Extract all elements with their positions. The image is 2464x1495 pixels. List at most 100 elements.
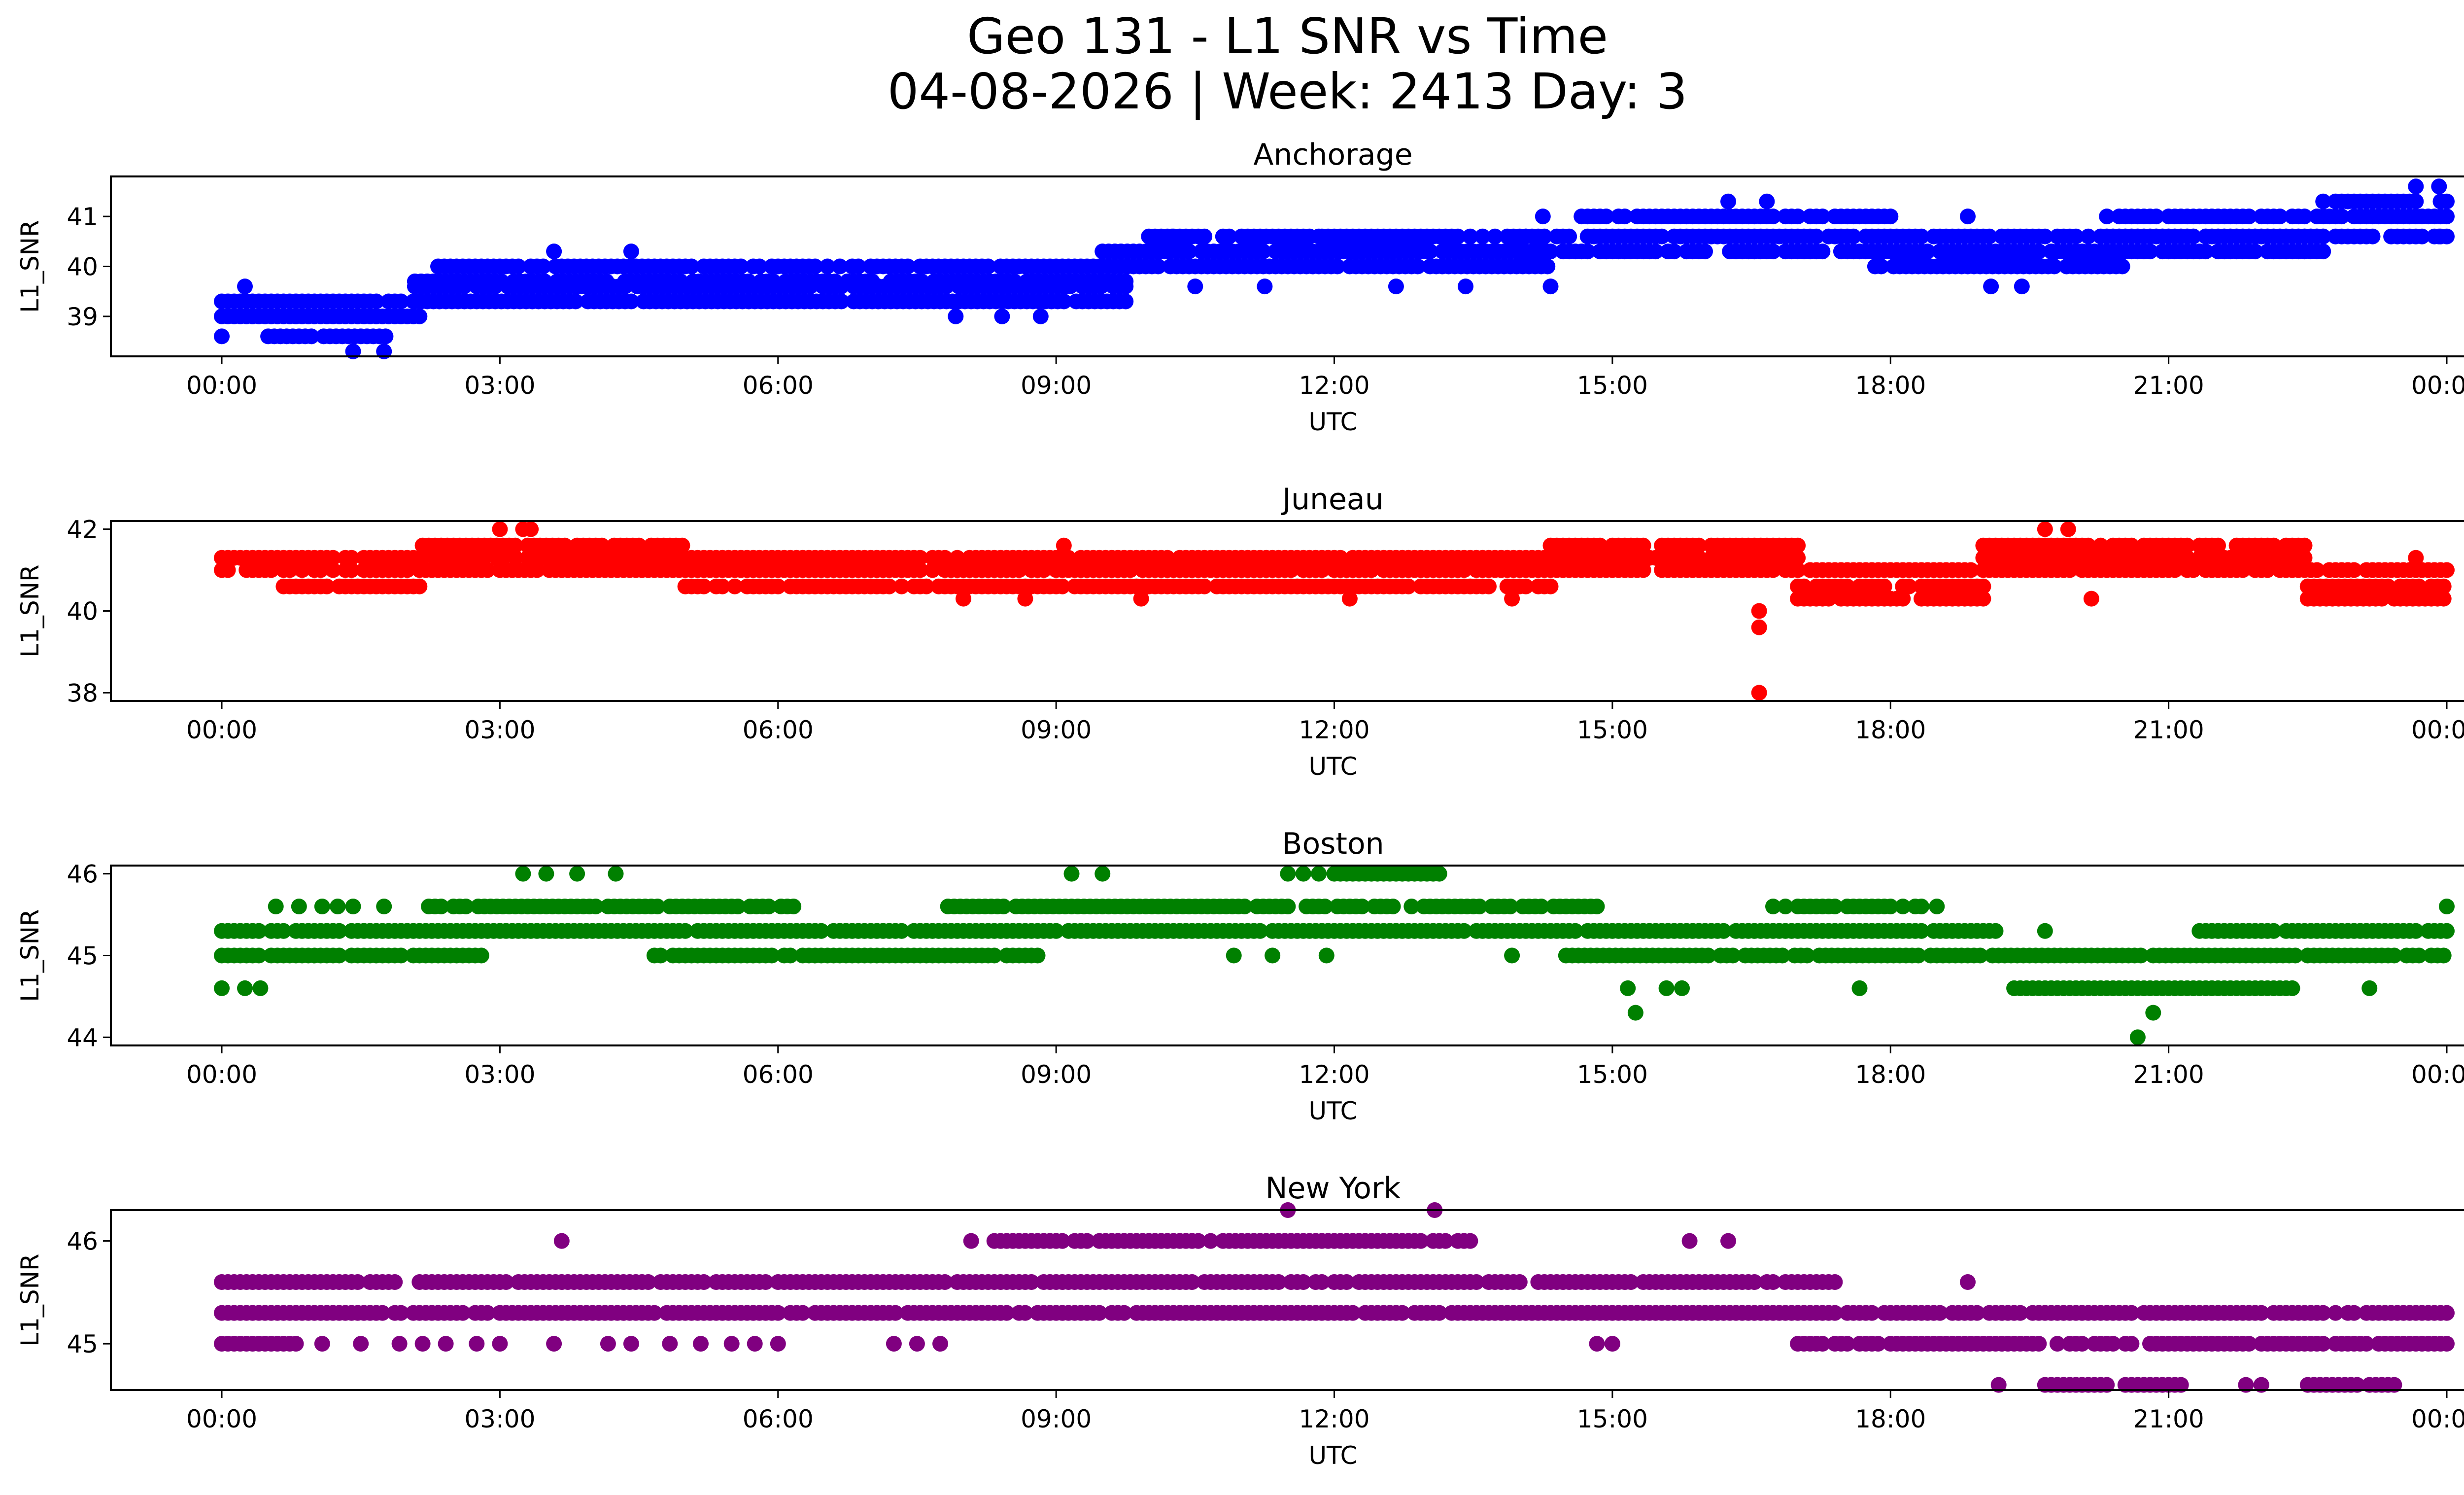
data-point [1518, 228, 1534, 244]
data-point [345, 343, 361, 359]
data-point [1116, 1305, 1132, 1321]
data-point [2238, 1377, 2254, 1393]
data-point [2031, 1336, 2047, 1352]
data-point [1401, 578, 1416, 594]
data-point [1431, 1305, 1447, 1321]
y-tick-label: 38 [67, 679, 98, 707]
data-point [1796, 578, 1812, 594]
data-point [331, 923, 347, 939]
data-point [2068, 228, 2084, 244]
data-point [1197, 578, 1213, 594]
data-point [1751, 619, 1767, 635]
panel-title: Juneau [1280, 482, 1383, 517]
data-point [511, 258, 526, 275]
data-point [693, 1336, 709, 1352]
data-point [1542, 578, 1559, 594]
data-point [2167, 562, 2183, 578]
data-point [455, 1305, 471, 1321]
scatter-points [214, 866, 2455, 1045]
data-point [1032, 308, 1049, 324]
data-point [1620, 980, 1636, 996]
data-point [2414, 228, 2430, 244]
data-point [391, 1336, 408, 1352]
data-point [760, 899, 777, 914]
data-point [948, 308, 964, 324]
data-point [608, 866, 624, 882]
data-point [288, 1336, 304, 1352]
data-point [1579, 243, 1596, 260]
data-point [1056, 293, 1072, 310]
data-point [1265, 947, 1281, 964]
data-point [1542, 278, 1559, 295]
data-point [1184, 1274, 1200, 1290]
chart-panel-1: Juneau 00:00 03:00 06:00 09:00 12:00 15:00 18:0… [16, 482, 2464, 781]
y-axis-label: L1_SNR [16, 564, 44, 658]
data-point [1159, 550, 1175, 566]
panel-title: New York [1266, 1171, 1401, 1206]
data-point [1079, 1233, 1095, 1249]
data-point [1502, 899, 1518, 914]
data-point [393, 293, 409, 310]
data-point [2364, 228, 2381, 244]
data-point [1257, 278, 1273, 295]
data-point [2439, 1336, 2455, 1352]
data-point [2272, 209, 2288, 225]
scatter-points [214, 521, 2455, 701]
y-tick-label: 46 [67, 1227, 98, 1256]
data-point [1790, 550, 1806, 566]
data-point [214, 328, 230, 345]
data-point [820, 258, 836, 275]
data-point [1774, 947, 1790, 964]
data-point [2062, 562, 2078, 578]
panel-title: Anchorage [1253, 138, 1412, 172]
data-point [1604, 1336, 1620, 1352]
data-point [1969, 1305, 1985, 1321]
data-point [986, 947, 1002, 964]
data-point [2435, 591, 2452, 607]
data-point [1118, 273, 1134, 289]
data-point [1666, 243, 1682, 260]
y-tick-label: 45 [67, 1330, 98, 1358]
data-point [1725, 947, 1741, 964]
data-point [1981, 228, 1997, 244]
data-point [909, 1336, 925, 1352]
x-tick-label: 21:00 [2133, 371, 2204, 400]
x-tick-label: 12:00 [1299, 716, 1369, 744]
data-point [2346, 562, 2362, 578]
data-point [495, 550, 511, 566]
y-axis-label: L1_SNR [16, 220, 44, 313]
x-tick-label: 12:00 [1299, 1060, 1369, 1089]
data-point [1617, 209, 1633, 225]
data-point [794, 1305, 811, 1321]
data-point [646, 1305, 662, 1321]
data-point [1870, 1336, 1886, 1352]
data-point [1778, 899, 1793, 914]
data-point [850, 258, 866, 275]
data-point [1635, 562, 1651, 578]
data-point [1972, 947, 1988, 964]
data-point [1385, 899, 1401, 914]
data-point [568, 293, 583, 310]
data-point [2284, 980, 2300, 996]
data-point [1354, 899, 1370, 914]
data-point [2380, 578, 2396, 594]
data-point [330, 899, 346, 914]
data-point [2099, 1377, 2115, 1393]
data-point [1221, 228, 1237, 244]
x-tick-label: 00:00 [2411, 371, 2464, 400]
data-point [1983, 278, 1999, 295]
data-point [1504, 947, 1520, 964]
data-point [493, 273, 510, 289]
data-point [473, 947, 489, 964]
data-point [2031, 243, 2047, 260]
data-point [433, 899, 449, 914]
x-tick-label: 18:00 [1855, 1405, 1926, 1433]
data-point [1150, 258, 1166, 275]
data-point [2439, 209, 2455, 225]
x-axis-label: UTC [1308, 1441, 1357, 1470]
y-tick-label: 45 [67, 942, 98, 971]
data-point [2092, 537, 2109, 554]
data-point [1700, 947, 1716, 964]
data-point [251, 923, 267, 939]
data-point [1164, 228, 1180, 244]
